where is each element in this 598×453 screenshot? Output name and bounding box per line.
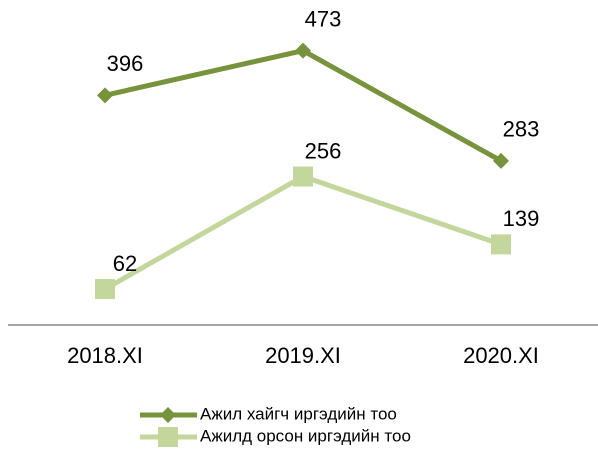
data-label: 62: [113, 251, 137, 276]
data-label: 139: [503, 206, 540, 231]
x-tick-label: 2018.XI: [67, 343, 143, 368]
x-tick-label: 2019.XI: [265, 343, 341, 368]
marker: [491, 234, 511, 255]
data-label: 283: [503, 117, 540, 142]
series-line: [103, 173, 502, 292]
marker: [293, 166, 313, 187]
series-line: [104, 48, 503, 164]
marker: [95, 279, 115, 300]
marker: [493, 152, 509, 169]
marker: [97, 87, 113, 104]
marker: [295, 42, 311, 59]
legend-label: Ажилд орсон иргэдийн тоо: [200, 426, 411, 445]
data-label: 256: [305, 138, 342, 163]
data-label: 473: [305, 6, 342, 31]
legend-label: Ажил хайгч иргэдийн тоо: [200, 404, 397, 423]
data-label: 396: [107, 51, 144, 76]
marker: [158, 427, 178, 447]
x-tick-label: 2020.XI: [463, 343, 539, 368]
marker: [160, 407, 176, 423]
